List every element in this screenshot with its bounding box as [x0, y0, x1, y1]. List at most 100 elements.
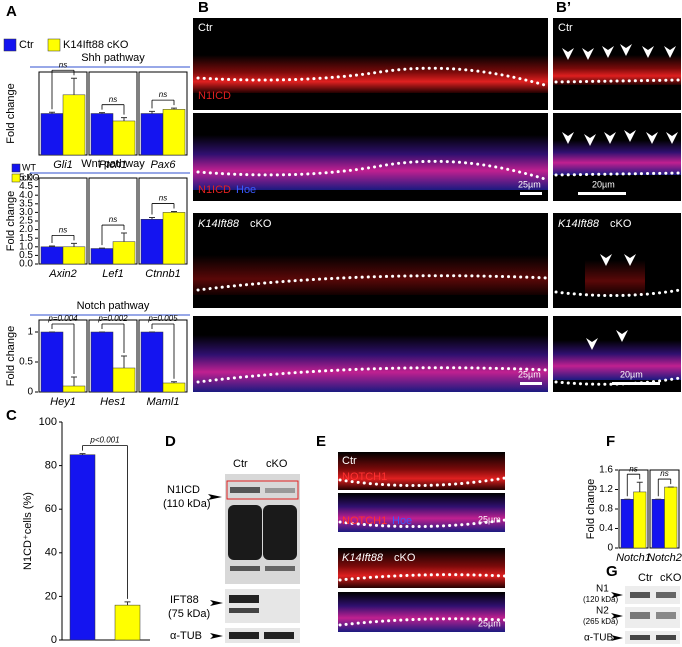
x-tick-label: Axin2	[48, 268, 77, 280]
annotation: p=0.004	[47, 314, 78, 323]
y-tick-label: 0.5	[19, 250, 33, 261]
bar	[40, 246, 64, 265]
boundary	[196, 274, 550, 292]
y-tick-label: 0.0	[19, 259, 33, 270]
label: NOTCH1	[342, 471, 387, 483]
boundary	[196, 66, 550, 88]
panel-label: D	[165, 433, 176, 450]
scale-label: 25µm	[478, 618, 501, 628]
label: α-TUB	[170, 630, 202, 642]
panel-b-prime: Ctr 20µm K14Ift88 cKO 20µm	[553, 18, 682, 392]
panel-label: B’	[556, 0, 571, 16]
bar	[114, 604, 141, 641]
x-tick-label: Notch2	[647, 552, 682, 564]
band	[230, 566, 260, 571]
x-tick-label: Lef1	[102, 268, 123, 280]
error-bar	[121, 355, 127, 368]
bar	[140, 219, 164, 265]
bracket	[51, 69, 75, 110]
bracket	[82, 445, 128, 599]
error-bar	[171, 211, 177, 213]
error-bar	[79, 453, 86, 455]
band	[229, 632, 259, 639]
bar	[162, 109, 186, 156]
y-axis-label: Fold change	[5, 83, 17, 144]
bar	[664, 486, 678, 549]
boundary	[338, 476, 507, 488]
bar	[651, 499, 665, 549]
band	[630, 635, 650, 640]
label: (110 kDa)	[163, 498, 210, 510]
error-bar	[71, 77, 77, 95]
x-tick-label: Gli1	[53, 159, 73, 171]
micrograph	[338, 548, 505, 588]
y-tick-label: 1.2	[599, 484, 613, 495]
band	[229, 608, 259, 613]
legend-label: cKO	[22, 172, 40, 182]
bar	[162, 212, 186, 265]
annotation: p=0.005	[147, 314, 178, 323]
y-tick-label: 4.0	[19, 190, 33, 201]
scale-bar	[612, 382, 660, 385]
label: N2	[596, 606, 609, 617]
annotation: ns	[109, 95, 117, 104]
error-bar	[149, 110, 155, 114]
bar	[69, 454, 96, 641]
panel-letters: A B B’ C D E F G	[6, 0, 618, 580]
y-tick-label: 100	[39, 416, 57, 428]
legend-swatch	[11, 173, 21, 183]
boundary	[338, 617, 507, 627]
panel-g: Ctr cKO N1 (120 kDa) N2 (265 kDa) α-TUB	[583, 572, 682, 644]
boundary	[554, 288, 682, 298]
y-axis-label: N1CD⁺cells (%)	[22, 492, 34, 570]
y-tick-label: 20	[45, 590, 57, 602]
y-tick-label: 1	[27, 327, 33, 338]
scale-label: 25µm	[518, 179, 541, 189]
chart-title: Notch pathway	[77, 300, 150, 312]
x-tick-label: Hes1	[100, 396, 126, 408]
panel-label: G	[606, 563, 618, 580]
bar	[140, 331, 164, 393]
bar	[162, 382, 186, 393]
annotation: ns	[159, 90, 167, 99]
label: cKO	[610, 218, 632, 230]
panel-d: Ctr cKO N1ICD (110 kDa) IFT88 (75 kDa) α…	[163, 458, 300, 643]
band	[656, 592, 676, 598]
highlight-box	[226, 480, 299, 500]
panel-label: B	[198, 0, 209, 16]
signal	[553, 340, 681, 380]
panel-label: A	[6, 3, 17, 20]
label: Ctr	[342, 455, 357, 467]
signal	[193, 335, 548, 392]
bracket	[51, 234, 75, 243]
signal	[193, 255, 548, 295]
x-tick-label: Notch1	[616, 552, 651, 564]
error-bar	[99, 112, 105, 114]
arrows	[611, 592, 623, 641]
x-tick-label: Maml1	[146, 396, 179, 408]
band	[630, 592, 650, 598]
label: Ctr	[198, 22, 213, 34]
band	[630, 612, 650, 619]
error-bar	[171, 381, 177, 383]
y-tick-label: 2.5	[19, 216, 33, 227]
bar	[90, 248, 114, 265]
panel-b: Ctr N1ICD N1ICD Hoe 25µm K14Ift88 cKO 25…	[193, 18, 550, 392]
bracket	[101, 323, 125, 353]
annotation: ns	[159, 194, 167, 203]
label: Hoe	[236, 184, 256, 196]
bar	[62, 246, 86, 265]
legend-swatch	[11, 163, 21, 173]
y-tick-label: 1.5	[19, 233, 33, 244]
x-tick-label: Hey1	[50, 396, 76, 408]
y-tick-label: 40	[45, 547, 57, 559]
error-bar	[49, 245, 55, 247]
micrograph	[338, 452, 505, 490]
label: N1ICD	[198, 90, 231, 102]
scale-label: 20µm	[592, 179, 615, 189]
legend-label: K14Ift88 cKO	[63, 39, 129, 51]
boundary	[554, 78, 682, 84]
x-tick-label: Ctnnb1	[145, 268, 180, 280]
y-axis-label: Fold change	[585, 479, 597, 540]
